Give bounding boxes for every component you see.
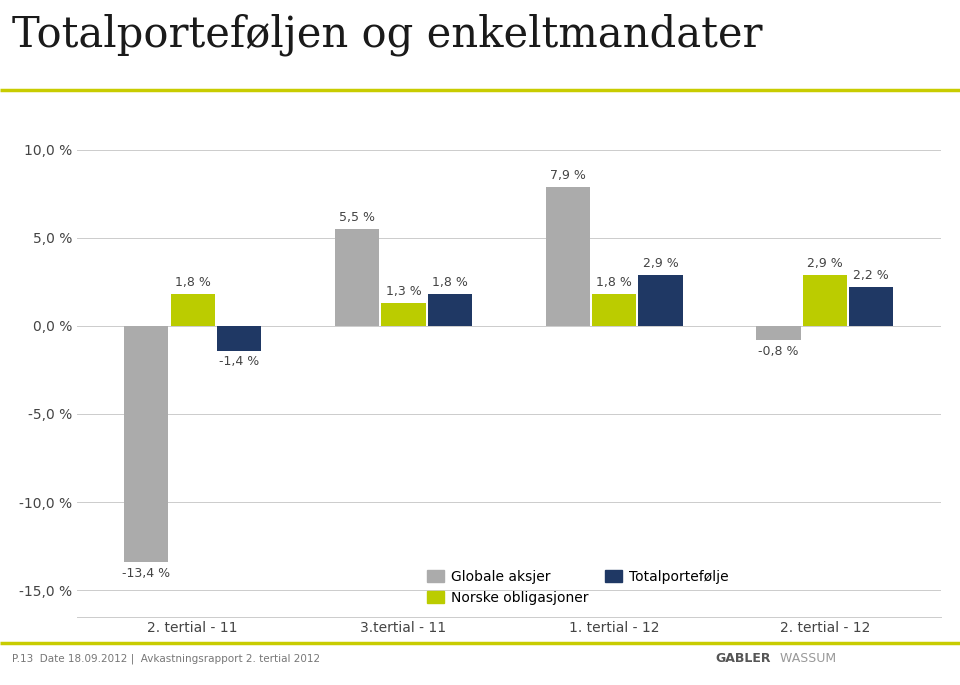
Bar xyxy=(335,229,379,326)
Text: -13,4 %: -13,4 % xyxy=(122,566,171,580)
Bar xyxy=(427,294,472,326)
Bar xyxy=(850,287,894,326)
Bar xyxy=(545,187,590,326)
Text: 7,9 %: 7,9 % xyxy=(550,169,586,182)
Text: GABLER: GABLER xyxy=(715,653,771,665)
Text: 2,9 %: 2,9 % xyxy=(807,257,843,270)
Bar xyxy=(217,326,261,351)
Text: 1,8 %: 1,8 % xyxy=(175,276,210,289)
Text: P.13  Date 18.09.2012 |  Avkastningsrapport 2. tertial 2012: P.13 Date 18.09.2012 | Avkastningsrappor… xyxy=(12,653,320,664)
Bar xyxy=(124,326,168,562)
Text: -0,8 %: -0,8 % xyxy=(758,345,799,358)
Text: 1,8 %: 1,8 % xyxy=(596,276,632,289)
Text: Totalporteføljen og enkeltmandater: Totalporteføljen og enkeltmandater xyxy=(12,14,762,56)
Text: 2,2 %: 2,2 % xyxy=(853,269,889,282)
Legend: Globale aksjer, Norske obligasjoner, Totalportefølje: Globale aksjer, Norske obligasjoner, Tot… xyxy=(427,570,729,605)
Text: WASSUM: WASSUM xyxy=(776,653,836,665)
Bar xyxy=(638,275,683,326)
Bar xyxy=(592,294,636,326)
Text: 1,3 %: 1,3 % xyxy=(386,285,421,298)
Bar xyxy=(803,275,847,326)
Bar xyxy=(381,303,425,326)
Text: -1,4 %: -1,4 % xyxy=(219,356,259,369)
Text: 2,9 %: 2,9 % xyxy=(642,257,679,270)
Bar xyxy=(171,294,215,326)
Text: 1,8 %: 1,8 % xyxy=(432,276,468,289)
Text: 5,5 %: 5,5 % xyxy=(339,211,375,224)
Bar xyxy=(756,326,801,340)
